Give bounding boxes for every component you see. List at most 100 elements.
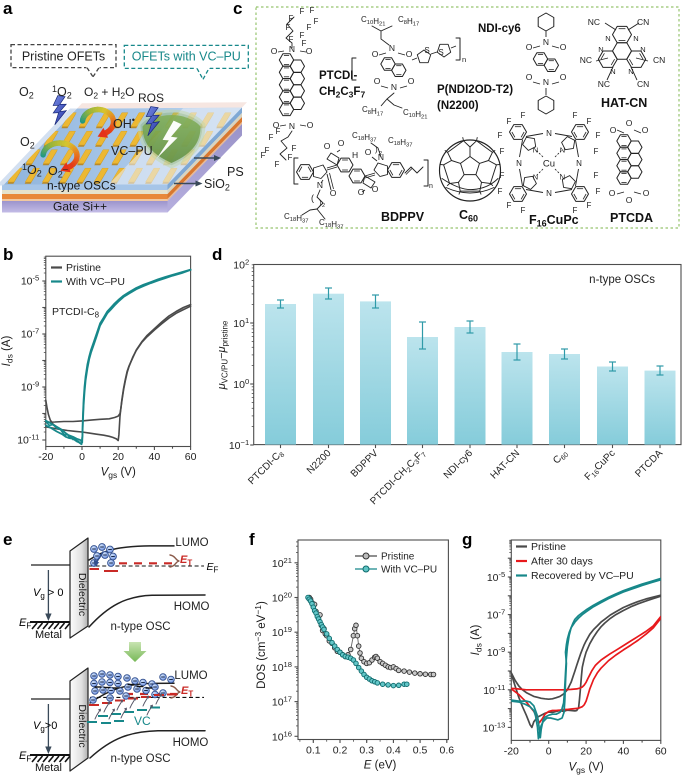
svg-text:O: O xyxy=(560,72,567,82)
svg-text:n-type OSCs: n-type OSCs xyxy=(589,274,655,286)
svg-text:F: F xyxy=(573,111,578,120)
svg-text:Vgs (V): Vgs (V) xyxy=(101,467,136,481)
svg-text:NC: NC xyxy=(580,55,592,65)
svg-text:O: O xyxy=(365,147,372,157)
svg-text:N: N xyxy=(533,146,538,155)
svg-text:F: F xyxy=(300,31,305,40)
svg-text:P(NDI2OD-T2): P(NDI2OD-T2) xyxy=(437,84,513,96)
svg-text:O: O xyxy=(306,46,313,56)
svg-text:N: N xyxy=(533,173,538,182)
svg-text:60: 60 xyxy=(655,745,667,757)
svg-text:N: N xyxy=(610,67,615,76)
svg-text:N: N xyxy=(605,34,610,43)
svg-text:N: N xyxy=(289,121,295,131)
svg-text:SiO2: SiO2 xyxy=(204,177,230,193)
svg-text:O: O xyxy=(609,188,616,198)
svg-text:HOMO: HOMO xyxy=(173,737,209,749)
svg-text:With VC–PU: With VC–PU xyxy=(66,276,125,288)
svg-text:Vg>0: Vg>0 xyxy=(33,720,57,734)
svg-text:N: N xyxy=(598,45,603,54)
svg-text:O: O xyxy=(610,125,617,135)
svg-text:O: O xyxy=(408,76,415,86)
svg-text:O: O xyxy=(374,76,381,86)
svg-text:F: F xyxy=(596,131,601,140)
svg-text:F: F xyxy=(521,206,526,215)
svg-text:N: N xyxy=(289,44,295,54)
svg-text:F: F xyxy=(276,127,281,136)
svg-text:b: b xyxy=(3,245,13,264)
svg-text:Pristine: Pristine xyxy=(531,541,566,553)
svg-text:O: O xyxy=(560,42,567,52)
svg-text:PTCDI-C8: PTCDI-C8 xyxy=(52,306,100,320)
svg-text:F: F xyxy=(594,171,599,180)
svg-text:F: F xyxy=(587,117,592,126)
svg-text:Cu: Cu xyxy=(543,159,555,170)
svg-text:N: N xyxy=(560,146,565,155)
svg-text:CN: CN xyxy=(637,79,649,89)
svg-text:BDPPV: BDPPV xyxy=(381,210,425,224)
svg-text:2: 2 xyxy=(379,151,382,157)
svg-text:N: N xyxy=(560,173,565,182)
svg-text:F: F xyxy=(498,187,503,196)
svg-text:O: O xyxy=(626,118,633,128)
svg-text:OH•: OH• xyxy=(113,115,135,131)
svg-text:40: 40 xyxy=(149,451,161,463)
svg-text:0: 0 xyxy=(79,451,85,463)
svg-text:Pristine: Pristine xyxy=(381,552,415,563)
svg-text:LUMO: LUMO xyxy=(175,537,208,549)
svg-text:After 30 days: After 30 days xyxy=(531,556,593,568)
svg-text:0.6: 0.6 xyxy=(439,745,454,757)
svg-text:0.4: 0.4 xyxy=(386,745,401,757)
svg-text:F: F xyxy=(500,147,505,156)
svg-text:Dielectric: Dielectric xyxy=(76,573,88,616)
svg-text:NDI-cy6: NDI-cy6 xyxy=(478,23,521,35)
svg-text:n: n xyxy=(429,183,433,190)
svg-text:VC: VC xyxy=(134,714,151,728)
svg-text:0.2: 0.2 xyxy=(333,745,348,757)
svg-text:O: O xyxy=(330,188,337,198)
svg-text:Metal: Metal xyxy=(35,629,62,641)
svg-text:F: F xyxy=(300,7,305,16)
svg-text:N: N xyxy=(317,180,323,190)
svg-text:N: N xyxy=(516,159,522,168)
svg-text:a: a xyxy=(3,0,13,18)
svg-text:F: F xyxy=(289,14,294,23)
svg-text:CH2C3F7: CH2C3F7 xyxy=(319,86,365,100)
svg-text:O: O xyxy=(273,120,280,130)
svg-text:Ids (A): Ids (A) xyxy=(470,624,484,655)
svg-text:VC–PU: VC–PU xyxy=(111,144,153,158)
svg-text:O: O xyxy=(271,46,278,56)
svg-text:F: F xyxy=(507,117,512,126)
svg-text:Ids (A): Ids (A) xyxy=(1,335,15,366)
svg-text:60: 60 xyxy=(185,451,197,463)
svg-text:Recovered by VC–PU: Recovered by VC–PU xyxy=(531,570,634,582)
svg-text:NC: NC xyxy=(588,17,600,27)
svg-text:1O2: 1O2 xyxy=(52,84,72,101)
svg-text:N: N xyxy=(543,77,549,87)
svg-text:μVC/PU−μpristine: μVC/PU−μpristine xyxy=(216,320,230,390)
svg-text:): ) xyxy=(375,145,378,154)
svg-text:F: F xyxy=(292,144,297,153)
svg-text:PTCDI-: PTCDI- xyxy=(319,70,358,82)
svg-text:E (eV): E (eV) xyxy=(364,760,397,772)
svg-text:O: O xyxy=(406,49,413,59)
svg-text:0: 0 xyxy=(546,745,552,757)
svg-text:O: O xyxy=(358,187,365,197)
svg-text:OFETs with VC–PU: OFETs with VC–PU xyxy=(132,50,241,64)
svg-text:N: N xyxy=(543,37,549,47)
svg-text:-20: -20 xyxy=(38,451,53,463)
svg-text:Gate Si++: Gate Si++ xyxy=(53,200,107,214)
svg-text:CN: CN xyxy=(637,17,649,27)
svg-text:HAT-CN: HAT-CN xyxy=(601,96,647,110)
svg-text:S: S xyxy=(438,48,443,57)
svg-text:0.3: 0.3 xyxy=(359,745,374,757)
svg-text:LUMO: LUMO xyxy=(174,670,207,682)
svg-text:(N2200): (N2200) xyxy=(437,100,479,112)
svg-text:O: O xyxy=(642,125,649,135)
svg-text:N: N xyxy=(576,159,582,168)
svg-text:PTCDA: PTCDA xyxy=(610,211,653,225)
svg-text:HOMO: HOMO xyxy=(174,601,210,613)
svg-text:With VC–PU: With VC–PU xyxy=(381,565,437,576)
svg-text:F: F xyxy=(587,201,592,210)
svg-text:F: F xyxy=(269,133,274,142)
